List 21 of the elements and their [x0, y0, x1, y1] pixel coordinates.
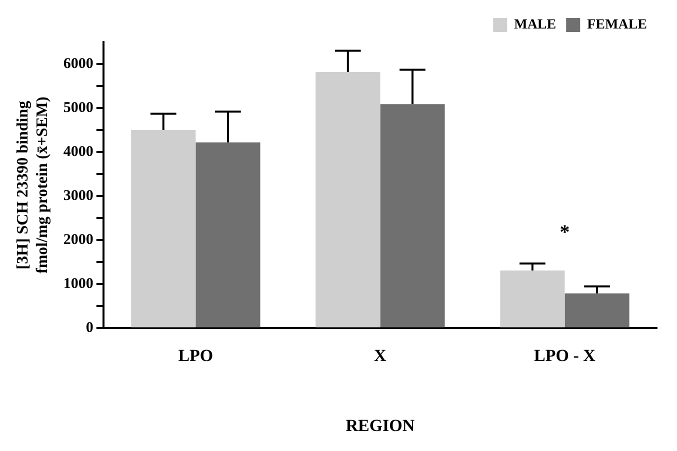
y-tick-label: 0 — [86, 320, 94, 336]
y-tick-label: 6000 — [63, 56, 94, 72]
legend-label: FEMALE — [587, 18, 647, 33]
bar — [316, 72, 380, 328]
bar — [564, 293, 630, 328]
x-tick-label: LPO - X — [534, 346, 596, 365]
y-tick-label: 1000 — [63, 276, 94, 292]
y-tick-label: 2000 — [63, 232, 94, 248]
bar — [380, 104, 445, 328]
y-tick-label: 3000 — [63, 188, 94, 204]
legend-label: MALE — [514, 18, 556, 33]
bar — [500, 270, 565, 328]
x-axis-title: REGION — [346, 416, 416, 436]
annotation: * — [560, 222, 570, 244]
y-tick-label: 5000 — [63, 100, 94, 116]
bar — [196, 142, 260, 328]
bar — [131, 130, 196, 328]
x-tick-label: X — [374, 346, 388, 365]
y-axis-title: [3H] SCH 23390 binding fmol/mg protein (x̄+SEM) — [14, 96, 51, 274]
y-tick-label: 4000 — [63, 144, 94, 160]
x-tick-label: LPO — [178, 346, 214, 365]
